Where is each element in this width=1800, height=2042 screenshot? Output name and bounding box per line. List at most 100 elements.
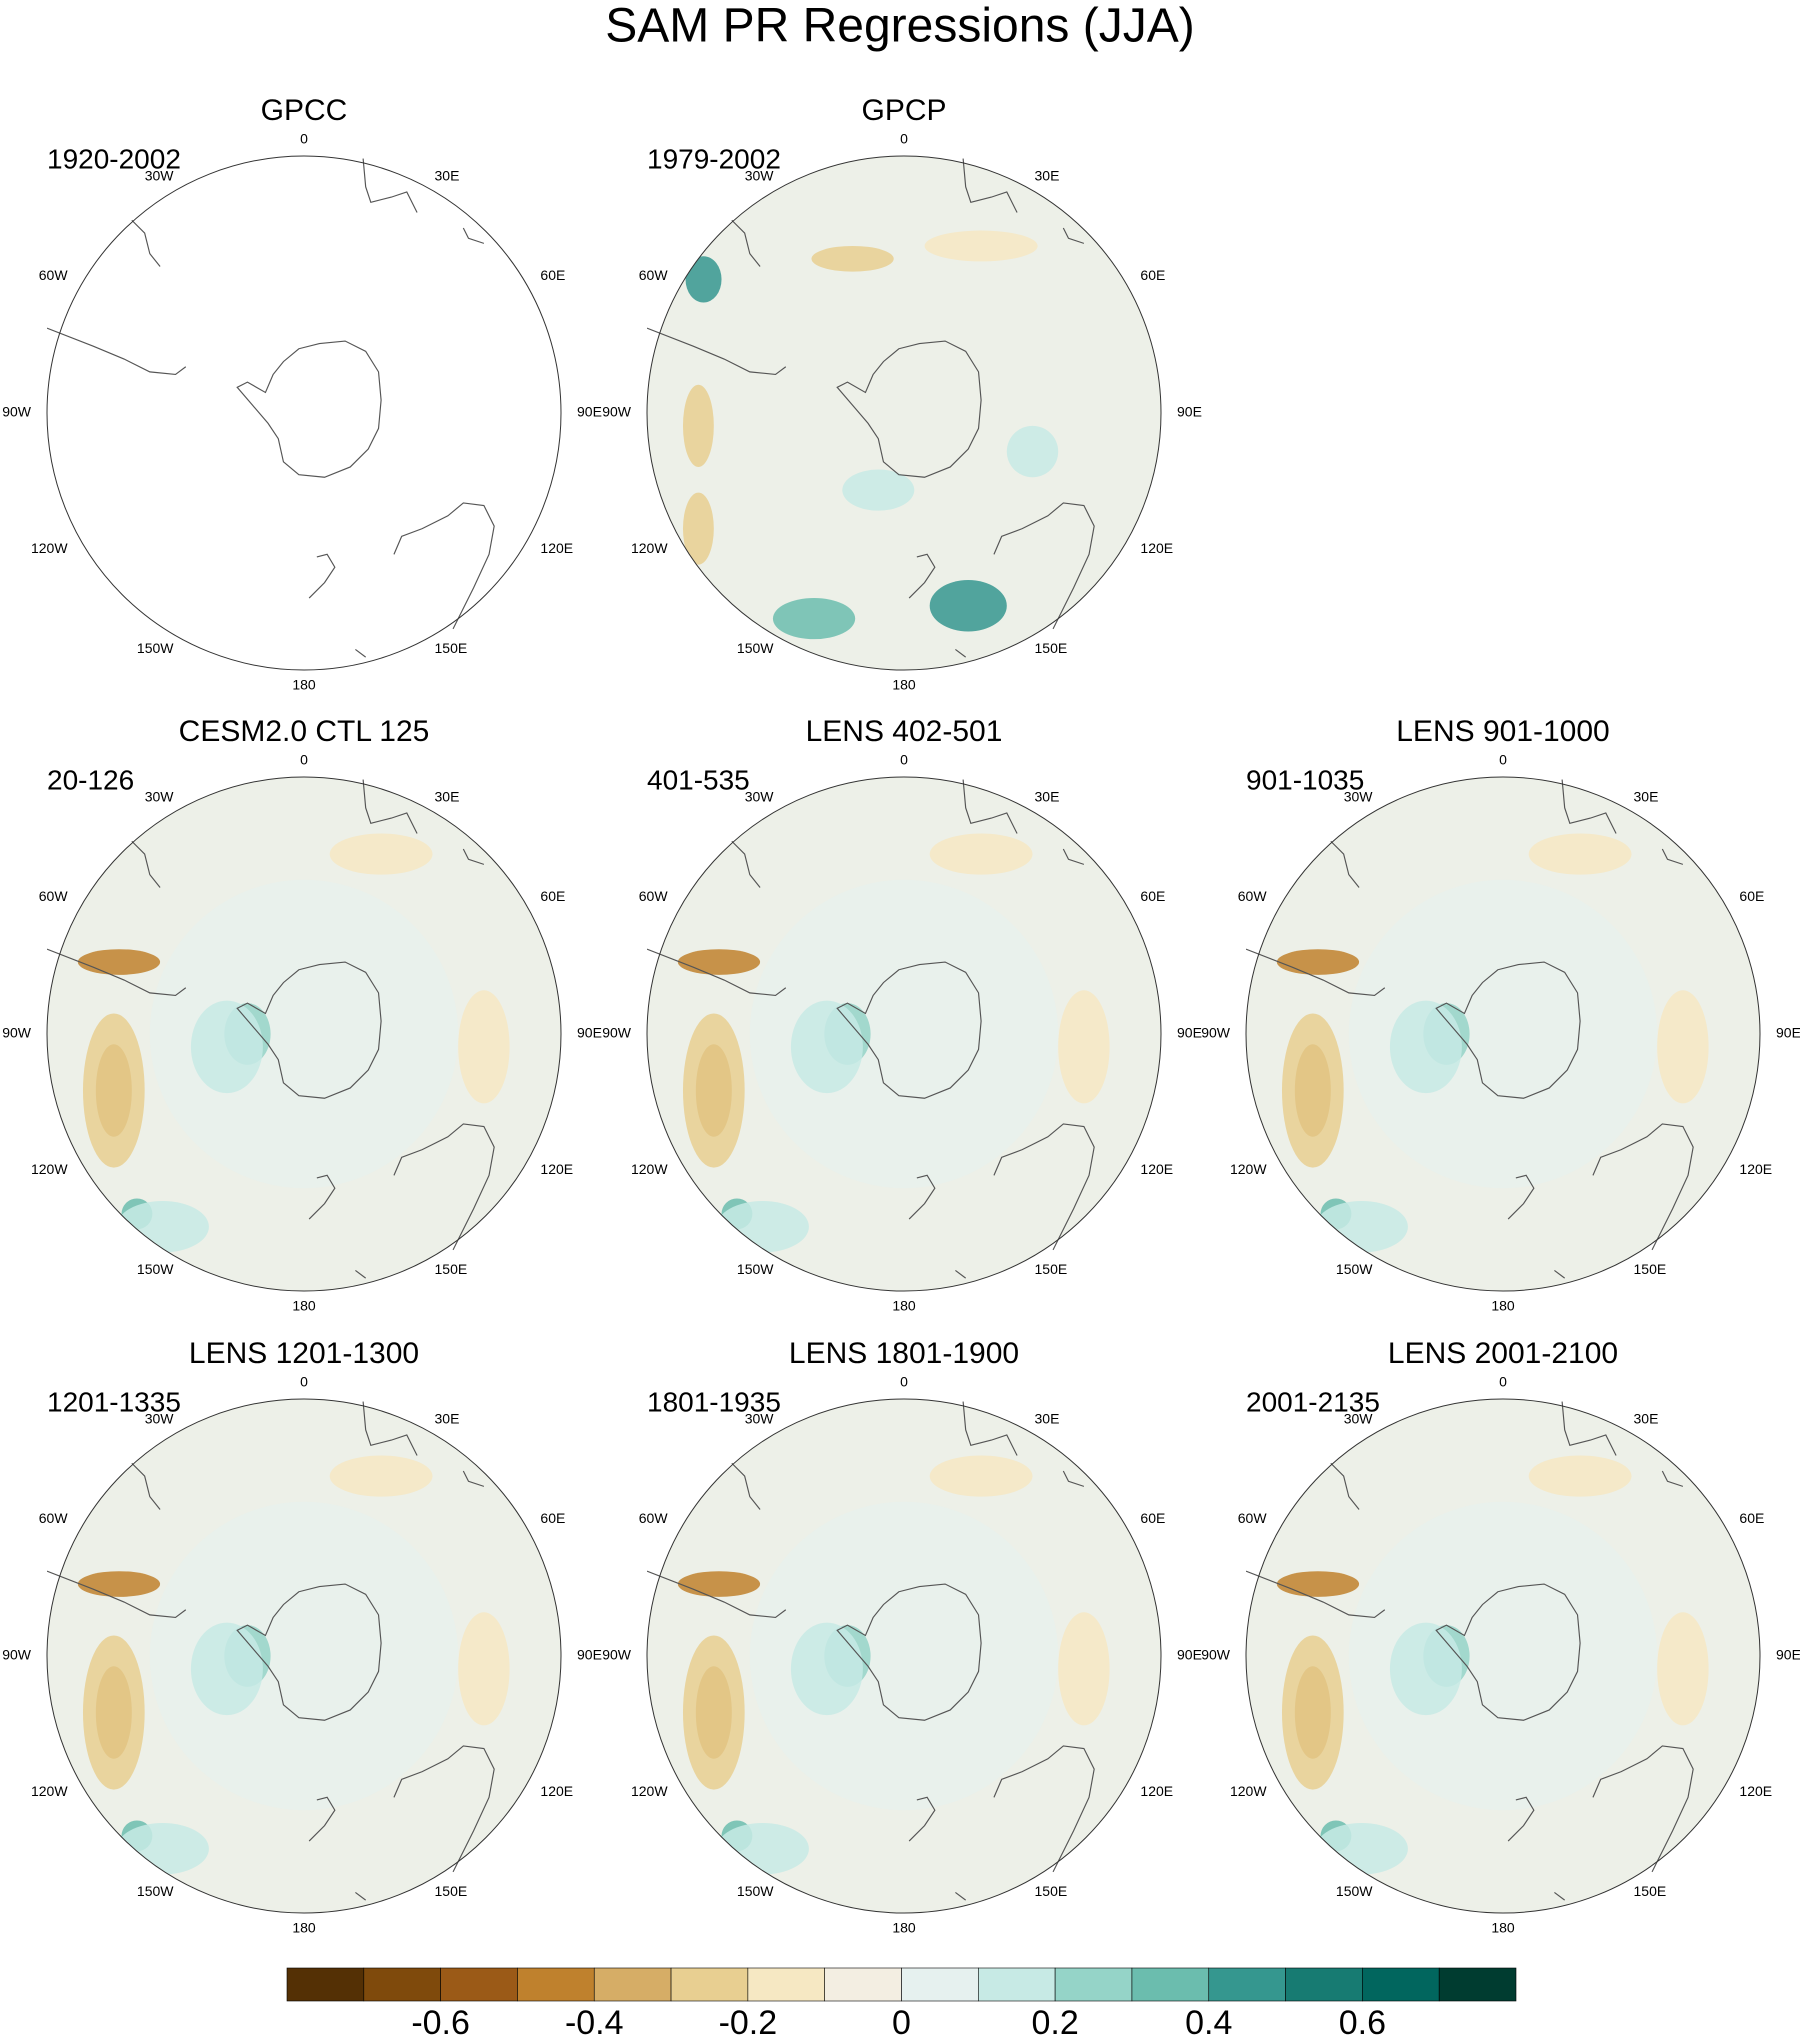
longitude-label: 90E xyxy=(1776,1025,1800,1041)
longitude-label: 150W xyxy=(137,1261,174,1277)
longitude-label: 60W xyxy=(39,267,69,283)
colorbar-box xyxy=(978,1967,1056,2002)
longitude-label: 30W xyxy=(745,167,775,183)
colorbar-box xyxy=(1054,1967,1133,2002)
longitude-label: 90W xyxy=(2,1025,32,1041)
longitude-label: 120E xyxy=(1140,1161,1173,1177)
panel-years: 1801-1935 xyxy=(647,1386,781,1417)
shading-blob xyxy=(677,949,761,975)
longitude-label: 30E xyxy=(435,788,460,804)
shading-blob xyxy=(77,949,161,975)
panel-title: GPCP xyxy=(861,94,946,127)
shading-blob xyxy=(77,1571,161,1597)
colorbar-box xyxy=(286,1967,365,2002)
shading-blob xyxy=(149,1501,459,1811)
shading-blob xyxy=(929,580,1007,632)
colorbar-box xyxy=(1131,1967,1210,2002)
longitude-label: 60W xyxy=(1238,1510,1268,1526)
colorbar-box xyxy=(1208,1967,1286,2002)
map-border xyxy=(46,776,562,1292)
longitude-label: 120W xyxy=(631,1783,668,1799)
map-panel: LENS 1201-1300 1201-1335 0 30E 60E 90E 120E 150… xyxy=(2,1337,602,1936)
longitude-label: 120E xyxy=(540,1783,573,1799)
longitude-label: 120W xyxy=(31,1161,68,1177)
longitude-label: 90W xyxy=(1201,1025,1231,1041)
shading-blob xyxy=(682,384,714,467)
longitude-label: 180 xyxy=(292,1298,316,1314)
map-border xyxy=(646,155,1162,671)
longitude-label: 120E xyxy=(1140,540,1173,556)
longitude-label: 120W xyxy=(31,1783,68,1799)
longitude-label: 150E xyxy=(1634,1261,1667,1277)
longitude-label: 150W xyxy=(137,1883,174,1899)
longitude-label: 90E xyxy=(577,1025,602,1041)
longitude-label: 30E xyxy=(1035,1410,1060,1426)
longitude-label: 0 xyxy=(300,752,308,768)
shading-blob xyxy=(1315,1201,1408,1253)
shading-blob xyxy=(1315,1823,1408,1875)
longitude-label: 180 xyxy=(1491,1298,1515,1314)
longitude-label: 150E xyxy=(435,640,468,656)
panels: GPCC 1920-2002 0 30E 60E 90E 120E 150E 180 150W 12… xyxy=(2,94,1800,1936)
shading-blob xyxy=(790,1000,863,1094)
longitude-label: 180 xyxy=(292,1920,316,1936)
panel-title: LENS 1201-1300 xyxy=(189,1337,419,1370)
shading-blob xyxy=(682,1635,745,1790)
longitude-label: 120E xyxy=(1140,1783,1173,1799)
colorbar-box xyxy=(824,1967,902,2002)
longitude-label: 60E xyxy=(540,1510,565,1526)
map-background xyxy=(47,156,561,670)
shading-blob xyxy=(1389,1622,1462,1716)
shading-band xyxy=(647,156,1161,670)
longitude-label: 90E xyxy=(1177,1025,1202,1041)
longitude-label: 180 xyxy=(892,1920,916,1936)
longitude-label: 60W xyxy=(1238,888,1268,904)
shading-blob xyxy=(749,1501,1059,1811)
panel-title: LENS 402-501 xyxy=(806,715,1003,748)
colorbar-tick-label: 0.4 xyxy=(1185,2004,1232,2042)
longitude-label: 180 xyxy=(292,677,316,693)
shading-blob xyxy=(1276,949,1360,975)
shading-blob xyxy=(190,1000,263,1094)
shading-blob xyxy=(929,833,1033,875)
longitude-label: 90E xyxy=(1776,1647,1800,1663)
colorbar-box xyxy=(440,1967,518,2002)
colorbar-box xyxy=(1285,1967,1363,2002)
shading xyxy=(647,156,1161,670)
panel-years: 1979-2002 xyxy=(647,143,781,174)
longitude-label: 180 xyxy=(892,677,916,693)
shading-blob xyxy=(1281,1013,1344,1168)
shading-blob xyxy=(329,1455,433,1497)
longitude-label: 0 xyxy=(1499,752,1507,768)
longitude-label: 90E xyxy=(1177,404,1202,420)
shading-blob xyxy=(458,990,510,1104)
longitude-label: 30E xyxy=(1634,1410,1659,1426)
shading-blob xyxy=(82,1635,145,1790)
longitude-label: 30E xyxy=(1634,788,1659,804)
longitude-label: 60W xyxy=(639,1510,669,1526)
longitude-label: 60W xyxy=(639,888,669,904)
shading-blob xyxy=(1657,990,1709,1104)
map-panel: LENS 901-1000 901-1035 0 30E 60E 90E 120E 150E 1… xyxy=(1201,715,1800,1314)
map-panel: LENS 402-501 401-535 0 30E 60E 90E 120E 150E 180… xyxy=(602,715,1202,1314)
longitude-label: 90W xyxy=(602,1025,632,1041)
longitude-label: 30E xyxy=(435,167,460,183)
colorbar-box xyxy=(747,1967,825,2002)
longitude-label: 60W xyxy=(39,1510,69,1526)
longitude-label: 30W xyxy=(145,167,175,183)
panel-years: 20-126 xyxy=(47,764,134,795)
longitude-label: 150E xyxy=(1035,640,1068,656)
longitude-label: 0 xyxy=(900,752,908,768)
longitude-label: 30W xyxy=(145,1410,175,1426)
panel-title: GPCC xyxy=(261,94,348,127)
shading-blob xyxy=(116,1201,209,1253)
longitude-label: 60W xyxy=(39,888,69,904)
longitude-label: 150W xyxy=(737,1261,774,1277)
shading-blob xyxy=(149,879,459,1189)
shading-blob xyxy=(116,1823,209,1875)
panel-years: 1920-2002 xyxy=(47,143,181,174)
longitude-label: 120W xyxy=(631,540,668,556)
longitude-label: 90W xyxy=(602,1647,632,1663)
figure-title: SAM PR Regressions (JJA) xyxy=(605,0,1194,53)
